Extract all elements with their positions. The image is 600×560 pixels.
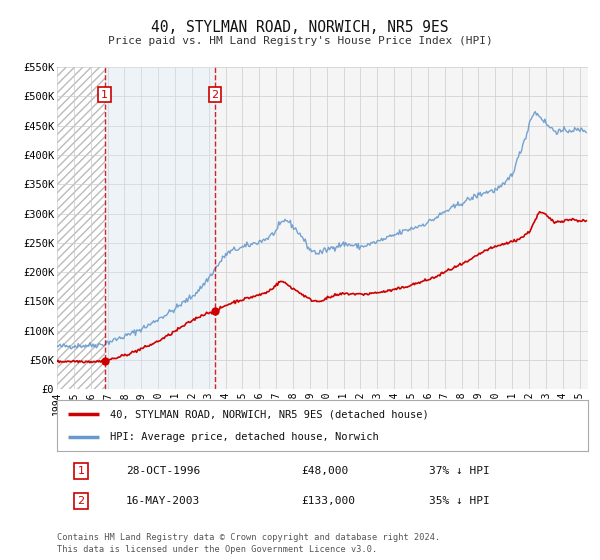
Text: Contains HM Land Registry data © Crown copyright and database right 2024.: Contains HM Land Registry data © Crown c… [57,533,440,542]
Text: 40, STYLMAN ROAD, NORWICH, NR5 9ES: 40, STYLMAN ROAD, NORWICH, NR5 9ES [151,20,449,35]
Bar [105,67,215,389]
Text: 1: 1 [77,466,85,476]
Text: 2: 2 [77,496,85,506]
Text: 1: 1 [101,90,108,100]
Text: £48,000: £48,000 [301,466,349,476]
Text: 2: 2 [211,90,218,100]
Text: 40, STYLMAN ROAD, NORWICH, NR5 9ES (detached house): 40, STYLMAN ROAD, NORWICH, NR5 9ES (deta… [110,409,429,419]
Text: 35% ↓ HPI: 35% ↓ HPI [428,496,490,506]
Text: £133,000: £133,000 [301,496,355,506]
Text: This data is licensed under the Open Government Licence v3.0.: This data is licensed under the Open Gov… [57,545,377,554]
Text: 37% ↓ HPI: 37% ↓ HPI [428,466,490,476]
Text: HPI: Average price, detached house, Norwich: HPI: Average price, detached house, Norw… [110,432,379,442]
Text: 28-OCT-1996: 28-OCT-1996 [126,466,200,476]
Bar [57,67,105,389]
Text: Price paid vs. HM Land Registry's House Price Index (HPI): Price paid vs. HM Land Registry's House … [107,36,493,46]
Text: 16-MAY-2003: 16-MAY-2003 [126,496,200,506]
